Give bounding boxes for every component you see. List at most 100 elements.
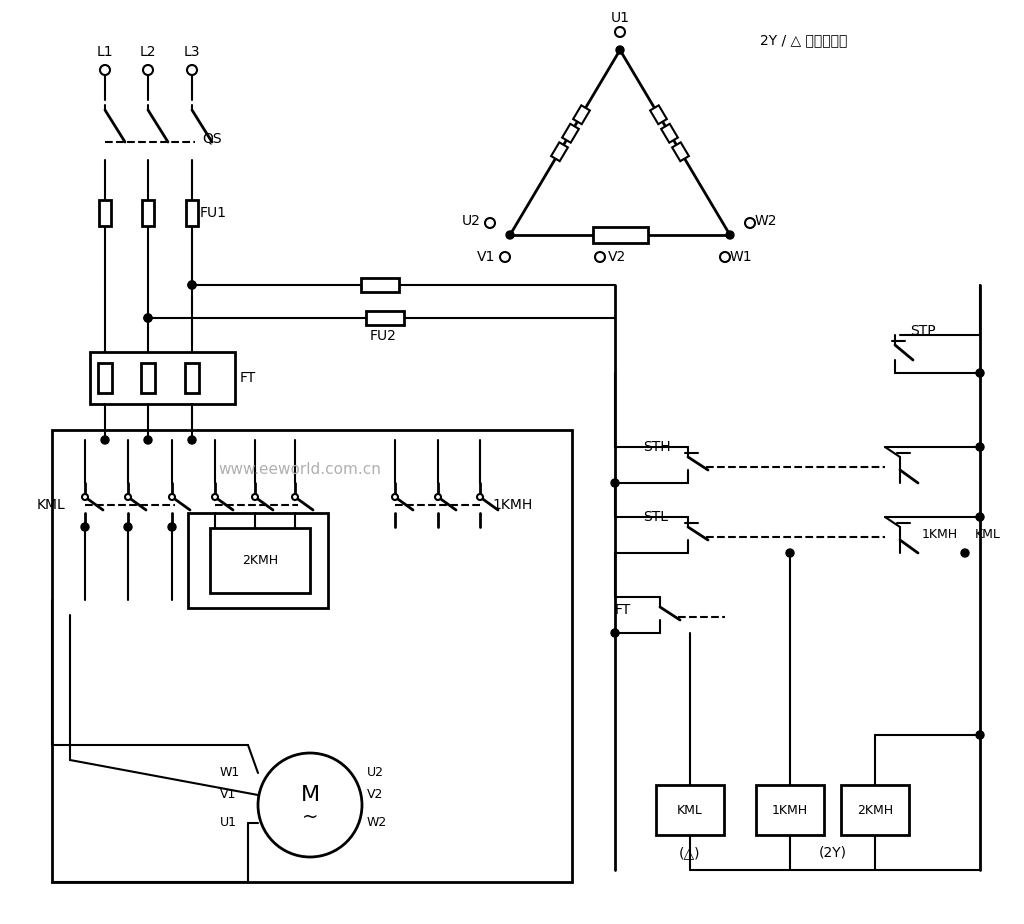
Text: L1: L1 bbox=[97, 45, 114, 59]
Circle shape bbox=[168, 523, 176, 531]
Text: 1KMH: 1KMH bbox=[772, 804, 808, 817]
Text: 1KMH: 1KMH bbox=[492, 498, 532, 512]
Bar bbox=[188, 513, 328, 607]
Polygon shape bbox=[551, 142, 568, 161]
Bar bbox=[142, 200, 154, 226]
Text: V2: V2 bbox=[367, 788, 383, 801]
Circle shape bbox=[144, 314, 152, 322]
Circle shape bbox=[786, 549, 794, 557]
Bar bbox=[186, 200, 198, 226]
Text: KML: KML bbox=[677, 804, 702, 817]
Circle shape bbox=[976, 369, 984, 377]
Circle shape bbox=[616, 46, 624, 54]
Text: (△): (△) bbox=[679, 846, 700, 860]
Bar bbox=[366, 311, 404, 325]
Text: 2KMH: 2KMH bbox=[857, 804, 893, 817]
Text: L3: L3 bbox=[184, 45, 201, 59]
Circle shape bbox=[720, 252, 730, 262]
Circle shape bbox=[595, 252, 605, 262]
Bar bbox=[210, 528, 310, 592]
Text: STL: STL bbox=[643, 510, 668, 524]
Circle shape bbox=[125, 494, 131, 500]
Circle shape bbox=[500, 252, 510, 262]
Circle shape bbox=[292, 494, 298, 500]
Text: L2: L2 bbox=[140, 45, 157, 59]
Bar bbox=[593, 227, 647, 243]
Circle shape bbox=[187, 65, 197, 75]
Circle shape bbox=[392, 494, 398, 500]
Polygon shape bbox=[510, 50, 730, 235]
Text: V2: V2 bbox=[608, 250, 627, 264]
Circle shape bbox=[144, 314, 152, 322]
Bar bbox=[756, 785, 824, 835]
Text: W1: W1 bbox=[730, 250, 753, 264]
Circle shape bbox=[615, 27, 625, 37]
Text: www.eeworld.com.cn: www.eeworld.com.cn bbox=[218, 463, 381, 478]
Text: M: M bbox=[300, 785, 319, 805]
Circle shape bbox=[252, 494, 258, 500]
Text: FU2: FU2 bbox=[370, 329, 397, 343]
Circle shape bbox=[477, 494, 483, 500]
Circle shape bbox=[258, 753, 362, 857]
Text: V1: V1 bbox=[220, 788, 237, 801]
Polygon shape bbox=[650, 105, 667, 124]
Circle shape bbox=[124, 523, 132, 531]
Text: U1: U1 bbox=[610, 11, 630, 25]
Circle shape bbox=[976, 513, 984, 521]
Text: ~: ~ bbox=[302, 808, 318, 826]
Bar bbox=[361, 278, 399, 292]
Text: 2Y / △ 绕组接线图: 2Y / △ 绕组接线图 bbox=[760, 33, 848, 47]
Circle shape bbox=[144, 436, 152, 444]
Text: U2: U2 bbox=[367, 767, 384, 780]
Circle shape bbox=[100, 65, 110, 75]
Bar bbox=[141, 363, 155, 393]
Circle shape bbox=[82, 494, 88, 500]
Bar bbox=[98, 363, 112, 393]
Text: (2Y): (2Y) bbox=[818, 846, 847, 860]
Text: STH: STH bbox=[643, 440, 671, 454]
Text: W2: W2 bbox=[367, 817, 387, 830]
Text: QS: QS bbox=[202, 131, 221, 145]
Circle shape bbox=[188, 281, 196, 289]
Text: FT: FT bbox=[240, 371, 256, 385]
Text: FT: FT bbox=[615, 603, 631, 617]
Circle shape bbox=[611, 479, 618, 487]
Circle shape bbox=[976, 731, 984, 739]
Bar bbox=[185, 363, 199, 393]
Polygon shape bbox=[573, 105, 590, 124]
Polygon shape bbox=[562, 124, 579, 142]
Bar bbox=[656, 785, 724, 835]
Circle shape bbox=[506, 231, 514, 239]
Polygon shape bbox=[672, 142, 689, 161]
Text: W1: W1 bbox=[220, 767, 241, 780]
Text: KML: KML bbox=[975, 529, 1000, 541]
Bar bbox=[90, 352, 234, 404]
Circle shape bbox=[188, 436, 196, 444]
Polygon shape bbox=[662, 124, 678, 142]
Circle shape bbox=[726, 231, 734, 239]
Circle shape bbox=[961, 549, 969, 557]
Bar bbox=[99, 200, 111, 226]
Text: 2KMH: 2KMH bbox=[242, 553, 279, 566]
Text: KML: KML bbox=[37, 498, 66, 512]
Circle shape bbox=[745, 218, 755, 228]
Text: STP: STP bbox=[910, 324, 936, 338]
Circle shape bbox=[101, 436, 109, 444]
Text: U2: U2 bbox=[462, 214, 481, 228]
Circle shape bbox=[81, 523, 89, 531]
Text: W2: W2 bbox=[755, 214, 777, 228]
Bar bbox=[52, 430, 572, 882]
Circle shape bbox=[485, 218, 495, 228]
Text: FU1: FU1 bbox=[200, 206, 227, 220]
Circle shape bbox=[169, 494, 175, 500]
Circle shape bbox=[435, 494, 441, 500]
Circle shape bbox=[188, 281, 196, 289]
Text: V1: V1 bbox=[477, 250, 496, 264]
Circle shape bbox=[976, 443, 984, 451]
Circle shape bbox=[212, 494, 218, 500]
Circle shape bbox=[143, 65, 153, 75]
Text: 1KMH: 1KMH bbox=[922, 529, 958, 541]
Text: U1: U1 bbox=[220, 817, 237, 830]
Bar bbox=[841, 785, 909, 835]
Circle shape bbox=[611, 629, 618, 637]
